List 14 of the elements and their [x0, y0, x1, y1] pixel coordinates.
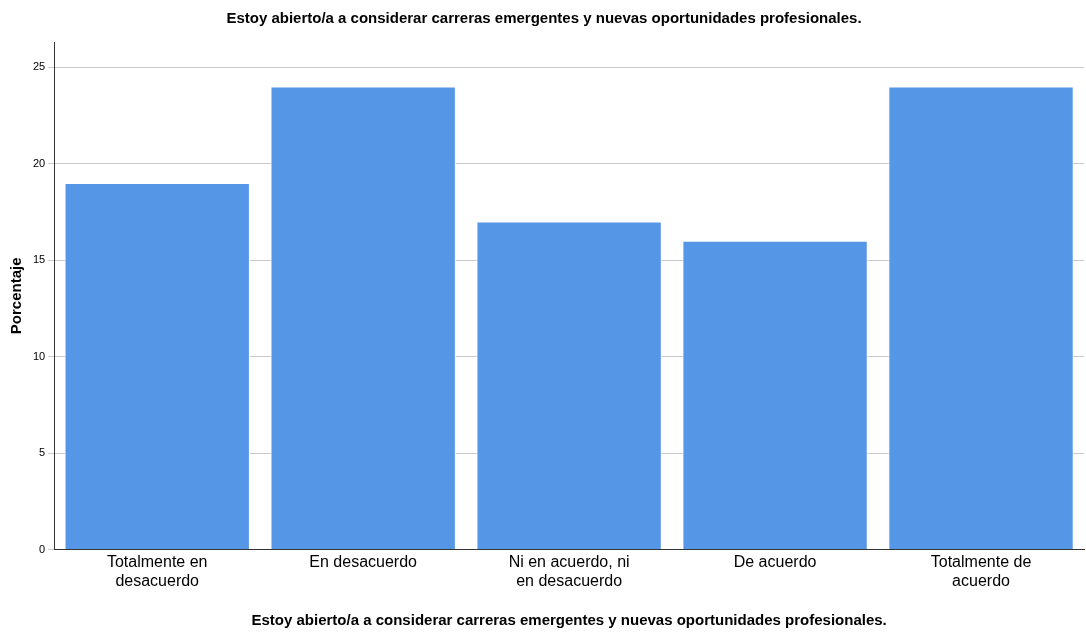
x-tick-label: En desacuerdo: [309, 552, 418, 570]
x-tick-label: Totalmente de acuerdo: [930, 552, 1032, 589]
y-tick-label: 0: [39, 542, 46, 555]
x-tick-label: De acuerdo: [733, 552, 817, 570]
x-axis-title: Estoy abierto/a a considerar carreras emergentes y nuevas oportunidades profesionales.: [251, 611, 887, 629]
y-tick-label: 20: [32, 156, 46, 169]
y-tick-label: 5: [39, 446, 46, 459]
y-axis-title: Porcentaje: [7, 257, 25, 335]
y-tick-label: 10: [32, 349, 46, 362]
x-tick-label: Totalmente en desacuerdo: [106, 552, 208, 589]
y-tick-label: 25: [32, 60, 46, 73]
y-tick-label: 15: [32, 253, 46, 266]
chart-title: Estoy abierto/a a considerar carreras emergentes y nuevas oportunidades profesionales.: [226, 9, 862, 27]
x-tick-label: Ni en acuerdo, ni en desacuerdo: [508, 552, 630, 589]
